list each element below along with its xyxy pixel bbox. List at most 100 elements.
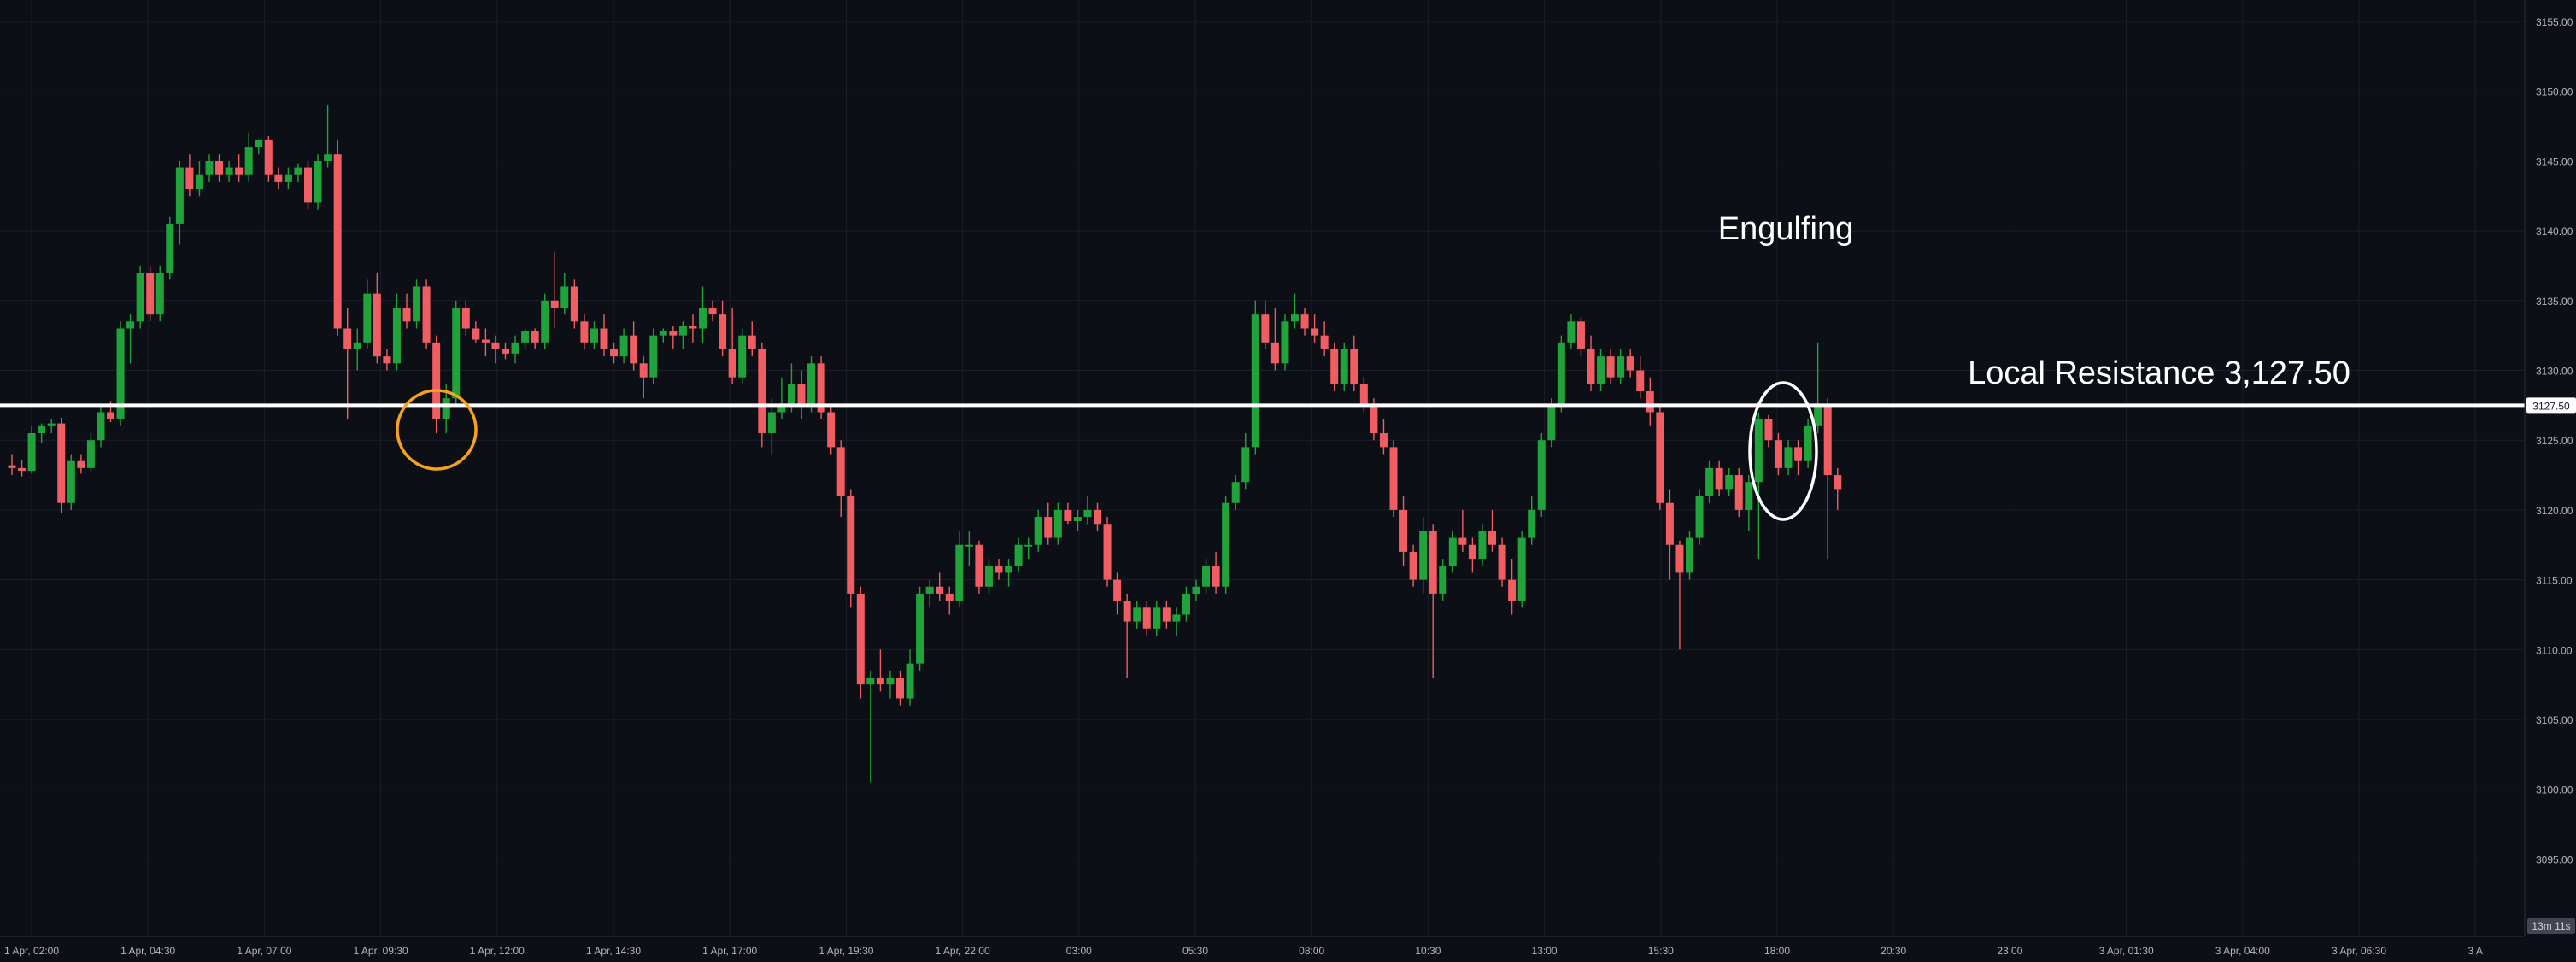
engulfing-ellipse-marker	[1748, 381, 1818, 521]
candle-body	[1359, 384, 1368, 406]
candle-body	[225, 167, 233, 175]
candle	[847, 489, 855, 608]
x-tick-label: 3 Apr, 01:30	[2099, 945, 2154, 957]
candle-body	[856, 593, 865, 685]
candle-body	[531, 331, 539, 343]
candle	[1053, 502, 1062, 545]
candle-body	[1320, 335, 1329, 349]
candle-body	[1172, 614, 1181, 622]
candle-body	[1745, 482, 1753, 510]
candle	[955, 531, 964, 608]
candle-body	[728, 349, 736, 378]
candle-body	[1448, 537, 1457, 566]
candle	[689, 314, 697, 343]
candle	[67, 454, 75, 510]
candle	[1784, 440, 1793, 476]
candle	[255, 139, 263, 155]
candle-body	[906, 663, 914, 699]
candle	[1597, 349, 1605, 392]
candle	[413, 279, 421, 329]
candle	[669, 326, 678, 349]
candle-body	[1686, 537, 1693, 573]
candle	[284, 167, 292, 190]
candle	[1300, 307, 1309, 336]
candle-body	[353, 342, 361, 349]
candle	[719, 300, 727, 357]
candle-body	[541, 300, 549, 343]
candle	[1241, 433, 1250, 490]
candle	[610, 342, 619, 364]
candle	[461, 300, 470, 336]
candle	[1162, 601, 1171, 629]
candle-body	[155, 273, 164, 315]
overlays: 3127.50 13m 11s	[0, 381, 2576, 934]
candle-body	[580, 321, 589, 343]
candle	[1291, 293, 1299, 329]
candle-body	[1587, 349, 1595, 384]
candle	[1626, 349, 1634, 378]
candle-body	[560, 286, 569, 308]
candle-body	[1508, 579, 1517, 601]
candle-body	[610, 349, 619, 357]
candle	[600, 314, 608, 357]
candle	[294, 163, 302, 182]
candle	[639, 356, 648, 399]
candle-body	[945, 593, 954, 601]
candle-body	[373, 293, 381, 357]
candle	[1745, 475, 1753, 531]
candle-body	[1162, 607, 1171, 622]
candle-body	[1774, 440, 1782, 468]
candle-body	[422, 286, 431, 343]
candle	[1034, 509, 1042, 552]
candle-body	[8, 465, 16, 468]
candle	[1498, 537, 1506, 587]
candle	[185, 154, 194, 197]
candle-body	[116, 328, 125, 419]
candle-body	[936, 586, 944, 594]
candle-body	[777, 405, 786, 413]
candle-body	[1734, 475, 1743, 510]
candle-body	[521, 331, 530, 343]
candle-body	[1399, 509, 1408, 552]
candle	[1636, 356, 1645, 399]
candle	[1330, 342, 1339, 392]
candle	[422, 279, 431, 349]
candle-body	[392, 307, 401, 364]
candle	[1231, 475, 1240, 510]
candle-body	[481, 339, 490, 343]
candle-body	[1113, 579, 1122, 601]
candle	[965, 531, 973, 566]
candle	[1576, 317, 1585, 357]
candle-body	[827, 412, 836, 448]
y-tick-label: 3155.00	[2536, 16, 2573, 28]
candle	[1103, 517, 1112, 587]
candle	[1764, 414, 1773, 448]
candle-body	[1064, 509, 1072, 521]
candle-body	[748, 335, 756, 349]
candle-body	[1281, 321, 1289, 364]
candle-body	[1804, 425, 1812, 461]
x-tick-label: 3 Apr, 06:30	[2332, 945, 2386, 957]
candle-body	[402, 307, 411, 322]
countdown-label: 13m 11s	[2532, 920, 2570, 932]
candle	[1754, 412, 1763, 560]
candle-body	[649, 335, 658, 378]
x-tick-label: 3 Apr, 04:00	[2215, 945, 2270, 957]
candle	[1172, 607, 1181, 636]
candle	[146, 265, 155, 322]
candle	[896, 670, 904, 706]
candle	[1222, 496, 1230, 594]
x-tick-label: 1 Apr, 17:00	[702, 945, 757, 957]
candle-body	[1458, 537, 1467, 545]
candle-body	[1231, 482, 1240, 503]
candle	[491, 335, 500, 364]
candle-body	[886, 677, 895, 685]
local-resistance-annotation: Local Resistance 3,127.50	[1968, 355, 2350, 391]
candle-body	[1547, 405, 1556, 441]
x-tick-label: 1 Apr, 19:30	[819, 945, 873, 957]
candle	[1665, 489, 1674, 580]
candle	[1379, 419, 1388, 455]
candle	[1734, 467, 1743, 518]
